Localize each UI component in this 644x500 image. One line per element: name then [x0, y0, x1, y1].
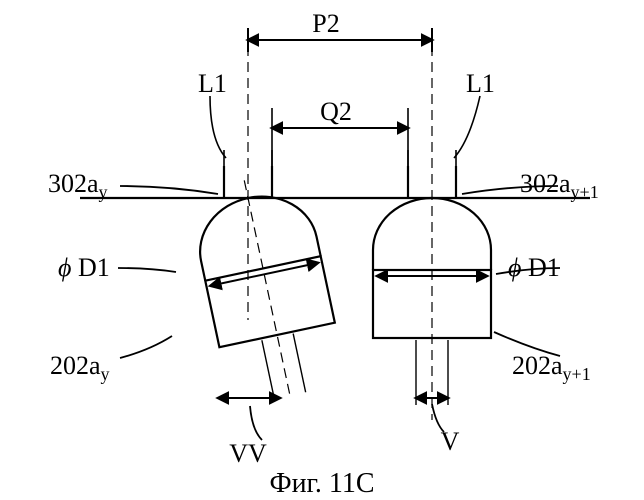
label-phid1-right: ϕ D1 — [508, 253, 560, 282]
label-hole-left: 302ay — [48, 169, 108, 202]
label-pin-left: 202ay — [50, 351, 110, 384]
label-phid1-left: ϕ D1 — [58, 253, 110, 282]
label-p2: P2 — [312, 9, 339, 38]
label-l1-left: L1 — [198, 69, 227, 98]
label-vv: VV — [229, 439, 267, 468]
label-hole-right: 302ay+1 — [520, 169, 599, 202]
label-pin-right: 202ay+1 — [512, 351, 591, 384]
label-q2: Q2 — [320, 97, 352, 126]
label-l1-right: L1 — [466, 69, 495, 98]
label-v: V — [441, 427, 460, 456]
figure-caption: Фиг. 11C — [269, 468, 374, 499]
